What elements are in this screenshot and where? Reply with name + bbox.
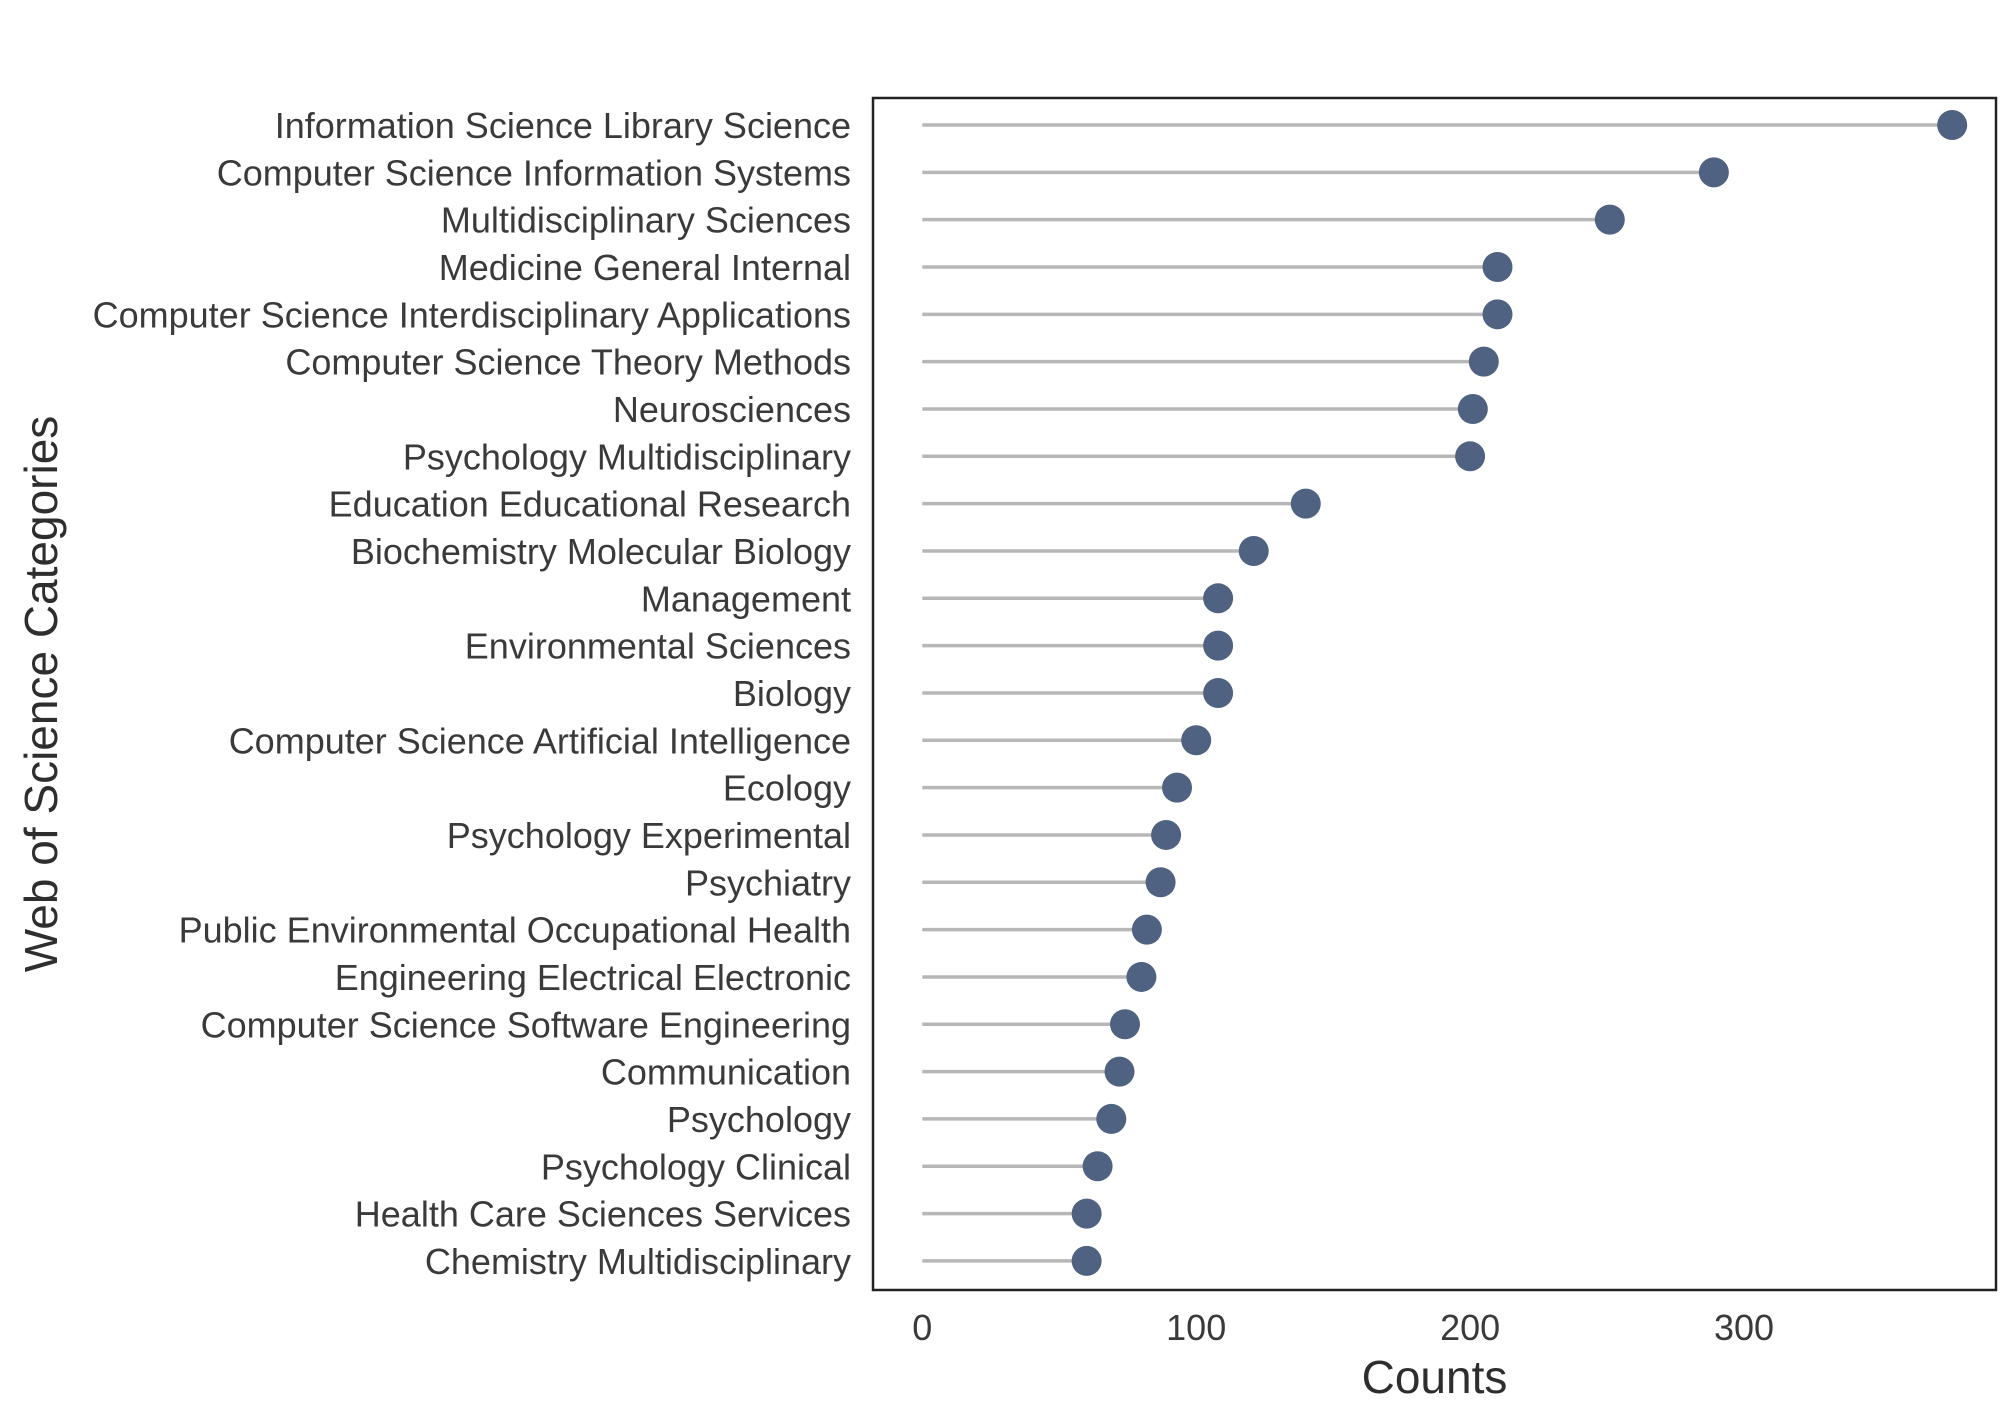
data-point [1937, 110, 1968, 140]
data-point [1594, 204, 1625, 235]
data-point [1203, 677, 1234, 708]
category-label: Psychology Multidisciplinary [403, 436, 851, 477]
x-tick-label: 300 [1714, 1307, 1774, 1348]
category-label: Computer Science Software Engineering [201, 1004, 851, 1045]
data-point [1151, 819, 1182, 850]
x-tick-label: 0 [912, 1307, 932, 1348]
category-label: Biology [733, 673, 851, 714]
data-point [1109, 1009, 1140, 1040]
category-label: Psychology [667, 1099, 851, 1140]
category-label: Management [641, 578, 851, 619]
data-point [1203, 583, 1234, 614]
data-point [1698, 157, 1729, 188]
points-layer [1071, 110, 1968, 1276]
category-label: Computer Science Interdisciplinary Appli… [93, 294, 851, 335]
data-point [1126, 961, 1157, 992]
category-label: Computer Science Theory Methods [285, 342, 851, 383]
category-label: Psychology Experimental [447, 815, 851, 856]
category-label: Public Environmental Occupational Health [179, 910, 851, 951]
y-axis-title: Web of Science Categories [15, 416, 67, 973]
category-label: Health Care Sciences Services [355, 1194, 851, 1235]
data-point [1203, 630, 1234, 661]
data-point [1238, 535, 1269, 566]
data-point [1071, 1245, 1102, 1276]
category-labels: Information Science Library Science Compu… [93, 105, 851, 1282]
data-point [1482, 299, 1513, 330]
category-label: Neurosciences [613, 389, 851, 430]
category-label: Environmental Sciences [465, 626, 851, 667]
x-tick-labels: 0 100 200 300 [912, 1307, 1774, 1348]
data-point [1104, 1056, 1135, 1087]
category-label: Medicine General Internal [439, 247, 851, 288]
data-point [1482, 251, 1513, 282]
plot-panel-border [871, 96, 1998, 1292]
category-label: Psychology Clinical [541, 1146, 851, 1187]
category-label: Computer Science Artificial Intelligence [229, 720, 851, 761]
data-point [1162, 772, 1193, 803]
stems-layer [922, 123, 1953, 1263]
data-point [1096, 1103, 1127, 1134]
data-point [1181, 725, 1212, 756]
category-label: Biochemistry Molecular Biology [351, 531, 851, 572]
x-axis-title: Counts [1362, 1351, 1508, 1403]
category-label: Ecology [723, 768, 851, 809]
category-label: Information Science Library Science [275, 105, 851, 146]
category-label: Education Educational Research [329, 484, 851, 525]
data-point [1455, 441, 1486, 472]
category-label: Computer Science Information Systems [217, 152, 851, 193]
category-label: Chemistry Multidisciplinary [425, 1241, 851, 1282]
data-point [1145, 867, 1176, 898]
data-point [1071, 1198, 1102, 1229]
x-tick-label: 100 [1166, 1307, 1226, 1348]
category-label: Psychiatry [685, 862, 851, 903]
data-point [1082, 1151, 1113, 1182]
x-tick-label: 200 [1440, 1307, 1500, 1348]
category-label: Communication [601, 1052, 851, 1093]
category-label: Engineering Electrical Electronic [335, 957, 851, 998]
category-label: Multidisciplinary Sciences [441, 200, 851, 241]
data-point [1290, 488, 1321, 519]
data-point [1468, 346, 1499, 377]
data-point [1131, 914, 1162, 945]
data-point [1457, 393, 1488, 424]
